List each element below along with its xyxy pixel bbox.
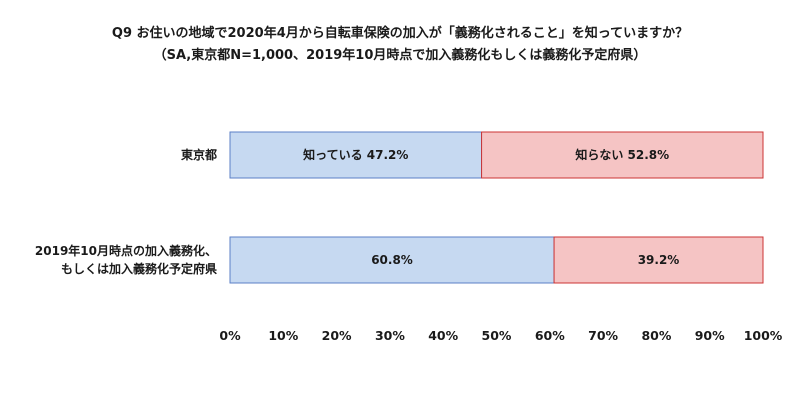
x-tick-label: 70% bbox=[588, 328, 618, 343]
x-tick-label: 10% bbox=[268, 328, 298, 343]
category-label: 東京都 bbox=[181, 147, 217, 162]
bar-segment bbox=[229, 131, 483, 179]
bar-segment-label: 知らない 52.8% bbox=[574, 147, 669, 162]
bar-segment bbox=[553, 236, 764, 284]
x-tick-label: 50% bbox=[482, 328, 512, 343]
category-label: もしくは加入義務化予定府県 bbox=[61, 261, 217, 276]
chart-title: Q9 お住いの地域で2020年4月から自転車保険の加入が「義務化されること」を知… bbox=[111, 26, 689, 41]
x-tick-label: 90% bbox=[695, 328, 725, 343]
chart-subtitle: （SA,東京都N=1,000、2019年10月時点で加入義務化もしくは義務化予定… bbox=[153, 48, 647, 63]
bar-segment-label: 39.2% bbox=[638, 253, 680, 267]
category-label: 2019年10月時点の加入義務化、 bbox=[35, 243, 217, 258]
bar-segment-label: 知っている 47.2% bbox=[302, 147, 408, 162]
bar-segment bbox=[229, 236, 555, 284]
x-tick-label: 80% bbox=[641, 328, 671, 343]
x-tick-label: 40% bbox=[428, 328, 458, 343]
bar-segment-label: 60.8% bbox=[371, 253, 413, 267]
bar-segment bbox=[481, 131, 764, 179]
x-tick-label: 30% bbox=[375, 328, 405, 343]
x-tick-label: 0% bbox=[219, 328, 241, 343]
x-tick-label: 20% bbox=[322, 328, 352, 343]
x-tick-label: 100% bbox=[744, 328, 783, 343]
x-tick-label: 60% bbox=[535, 328, 565, 343]
